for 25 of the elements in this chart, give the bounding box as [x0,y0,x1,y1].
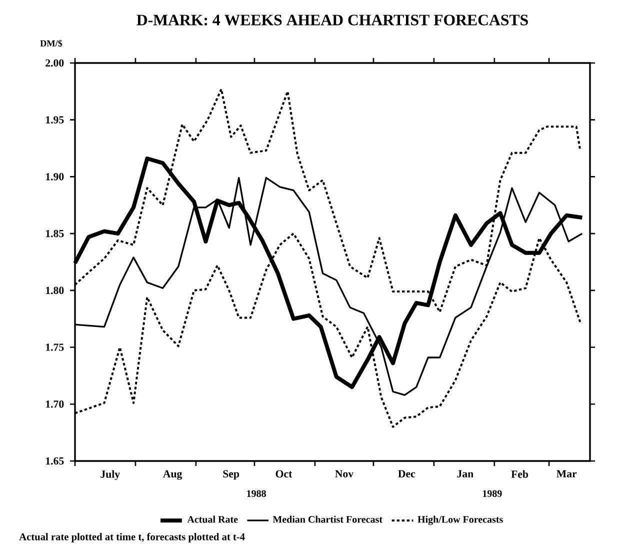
text: 1988 [247,490,266,497]
y-tick-label: 1.85 [46,230,64,238]
y-tick-label: 1.70 [46,400,64,408]
y-tick-label: 1.75 [46,344,64,351]
x-tick-label: Mar [556,470,577,478]
x-tick-label: Dec [398,470,416,478]
chart-title: D-MARK: 4 WEEKS AHEAD CHARTIST FORECASTS [136,14,528,26]
y-axis-title: DM/$ [40,40,62,48]
text: Actual rate plotted at time t, forecasts plotted at t-4 [19,532,245,542]
legend-label: Actual Rate [187,516,238,523]
x-tick-label: Feb [511,470,528,478]
x-tick-label: Aug [163,470,182,480]
y-tick-label: 2.00 [46,59,64,67]
x-tick-label: Jan [457,470,474,478]
legend-label: Median Chartist Forecast [272,516,382,523]
y-tick-label: 1.95 [46,116,64,124]
x-tick-label: Oct [276,470,292,478]
y-tick-label: 1.65 [46,457,64,465]
y-tick-label: 1.80 [46,286,64,294]
y-tick-label: 1.90 [46,173,64,180]
x-tick-label: Sep [223,470,240,480]
text: 1989 [482,490,502,497]
x-tick-label: July [100,470,120,480]
legend-label: High/Low Forecasts [418,516,503,525]
x-tick-label: Nov [335,470,354,478]
